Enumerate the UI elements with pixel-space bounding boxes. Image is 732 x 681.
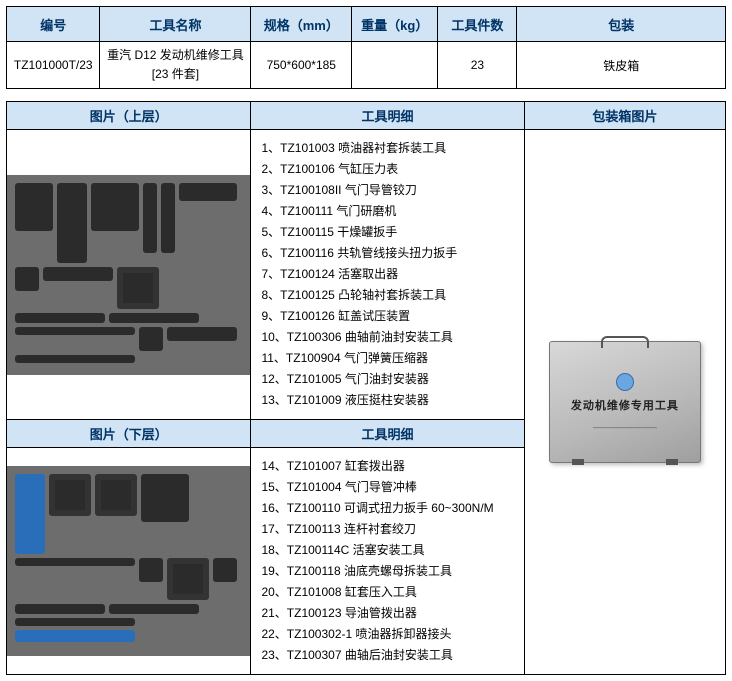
detail-table: 图片（上层） 工具明细 包装箱图片 1、TZ101003 喷油器衬套拆装工具2、…: [6, 101, 726, 675]
tool-list-item: 18、TZ100114C 活塞安装工具: [261, 540, 513, 561]
col-id: 编号: [7, 7, 100, 42]
tool-list-item: 12、TZ101005 气门油封安装器: [261, 369, 513, 390]
tool-list-item: 1、TZ101003 喷油器衬套拆装工具: [261, 138, 513, 159]
col-count: 工具件数: [438, 7, 517, 42]
tool-list-item: 13、TZ101009 液压挺柱安装器: [261, 390, 513, 411]
name-line2: [23 件套]: [104, 65, 246, 84]
tool-list-item: 10、TZ100306 曲轴前油封安装工具: [261, 327, 513, 348]
col-spec: 规格（mm）: [251, 7, 352, 42]
cell-spec: 750*600*185: [251, 42, 352, 89]
tool-list-item: 3、TZ100108II 气门导管铰刀: [261, 180, 513, 201]
tool-list-item: 23、TZ100307 曲轴后油封安装工具: [261, 645, 513, 666]
tool-list-item: 16、TZ100110 可调式扭力扳手 60~300N/M: [261, 498, 513, 519]
tool-list-item: 4、TZ100111 气门研磨机: [261, 201, 513, 222]
hdr-tool-detail-2: 工具明细: [251, 420, 524, 448]
cell-id: TZ101000T/23: [7, 42, 100, 89]
case-title: 发动机维修专用工具: [571, 397, 679, 413]
name-line1: 重汽 D12 发动机维修工具: [104, 46, 246, 65]
image-lower-cell: [7, 448, 251, 675]
tool-list-item: 2、TZ100106 气缸压力表: [261, 159, 513, 180]
tool-list-item: 15、TZ101004 气门导管冲棒: [261, 477, 513, 498]
tool-list-item: 21、TZ100123 导油管拨出器: [261, 603, 513, 624]
tool-list-upper: 1、TZ101003 喷油器衬套拆装工具2、TZ100106 气缸压力表3、TZ…: [255, 134, 519, 415]
case-subtext: ————————: [593, 423, 657, 432]
toolkit-upper-image: [7, 175, 250, 375]
tool-list-lower: 14、TZ101007 缸套拨出器15、TZ101004 气门导管冲棒16、TZ…: [255, 452, 519, 670]
cell-pack: 铁皮箱: [517, 42, 726, 89]
hdr-package-image: 包装箱图片: [524, 102, 725, 130]
tool-list-item: 17、TZ100113 连杆衬套绞刀: [261, 519, 513, 540]
metal-case-image: 发动机维修专用工具 ————————: [549, 341, 701, 463]
tool-list-item: 14、TZ101007 缸套拨出器: [261, 456, 513, 477]
case-logo-icon: [616, 373, 634, 391]
cell-count: 23: [438, 42, 517, 89]
image-upper-cell: [7, 130, 251, 420]
hdr-image-upper: 图片（上层）: [7, 102, 251, 130]
tool-list-item: 6、TZ100116 共轨管线接头扭力扳手: [261, 243, 513, 264]
tool-list-item: 8、TZ100125 凸轮轴衬套拆装工具: [261, 285, 513, 306]
spec-row: TZ101000T/23 重汽 D12 发动机维修工具 [23 件套] 750*…: [7, 42, 726, 89]
toolkit-lower-image: [7, 466, 250, 656]
tool-list-upper-cell: 1、TZ101003 喷油器衬套拆装工具2、TZ100106 气缸压力表3、TZ…: [251, 130, 524, 420]
hdr-tool-detail-1: 工具明细: [251, 102, 524, 130]
tool-list-item: 9、TZ100126 缸盖试压装置: [261, 306, 513, 327]
tool-list-item: 19、TZ100118 油底壳螺母拆装工具: [261, 561, 513, 582]
cell-name: 重汽 D12 发动机维修工具 [23 件套]: [100, 42, 251, 89]
cell-weight: [352, 42, 438, 89]
tool-list-lower-cell: 14、TZ101007 缸套拨出器15、TZ101004 气门导管冲棒16、TZ…: [251, 448, 524, 675]
col-pack: 包装: [517, 7, 726, 42]
tool-list-item: 7、TZ100124 活塞取出器: [261, 264, 513, 285]
spec-table: 编号 工具名称 规格（mm） 重量（kg） 工具件数 包装 TZ101000T/…: [6, 6, 726, 89]
col-name: 工具名称: [100, 7, 251, 42]
package-image-cell: 发动机维修专用工具 ————————: [524, 130, 725, 675]
tool-list-item: 11、TZ100904 气门弹簧压缩器: [261, 348, 513, 369]
tool-list-item: 5、TZ100115 干燥罐扳手: [261, 222, 513, 243]
tool-list-item: 22、TZ100302-1 喷油器拆卸器接头: [261, 624, 513, 645]
hdr-image-lower: 图片（下层）: [7, 420, 251, 448]
tool-list-item: 20、TZ101008 缸套压入工具: [261, 582, 513, 603]
col-weight: 重量（kg）: [352, 7, 438, 42]
